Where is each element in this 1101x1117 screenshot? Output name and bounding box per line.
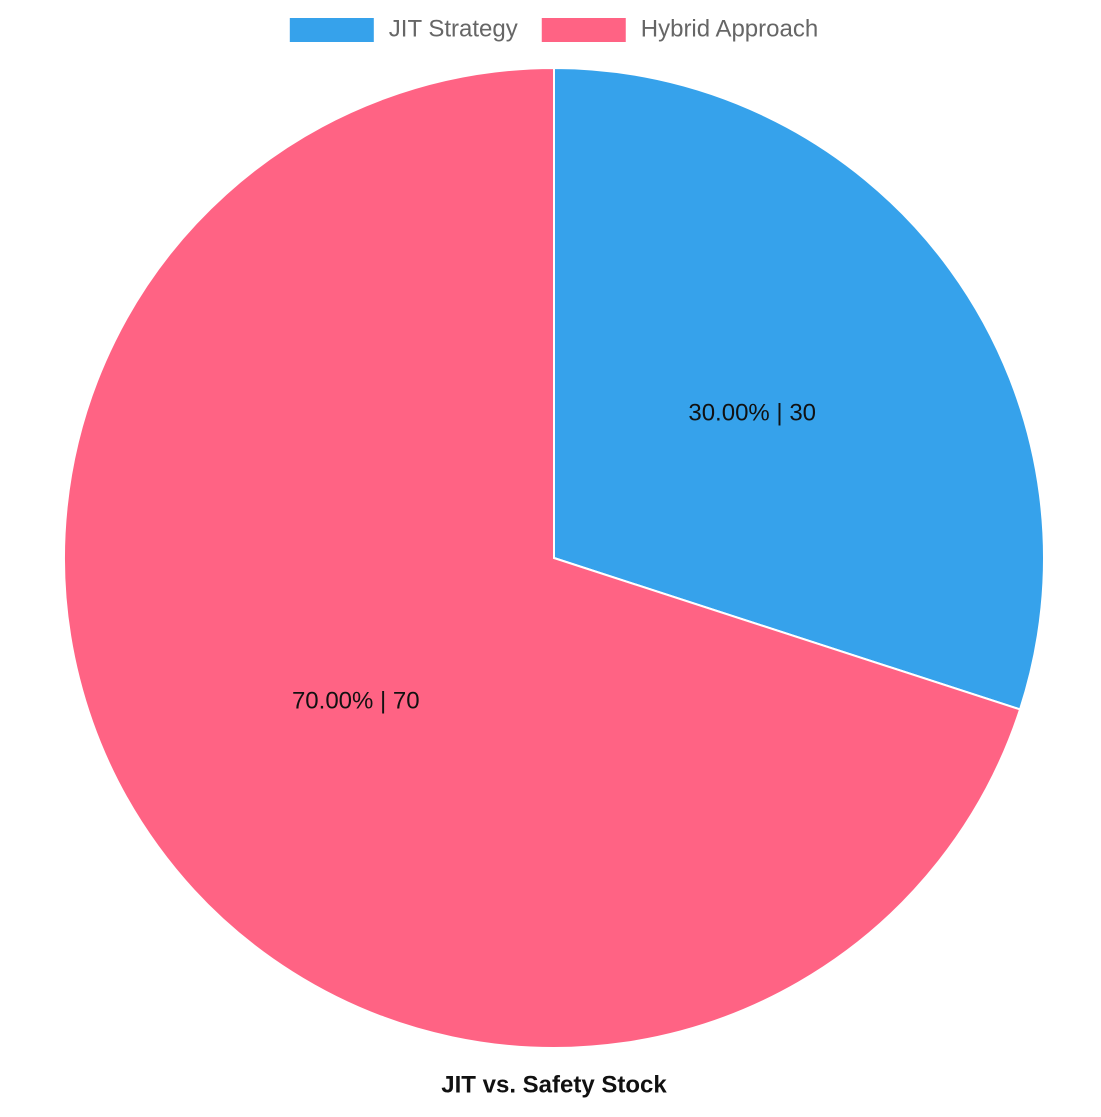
- legend-label: Hybrid Approach: [641, 15, 818, 42]
- legend-label: JIT Strategy: [389, 15, 518, 42]
- legend-swatch: [289, 18, 374, 42]
- legend: JIT Strategy Hybrid Approach: [289, 15, 818, 42]
- slice-label: 30.00% | 30: [688, 399, 816, 426]
- slices: [63, 66, 1045, 1049]
- pie-slice: [553, 66, 1045, 711]
- chart-title: JIT vs. Safety Stock: [441, 1071, 667, 1098]
- slice-labels: 30.00% | 30 70.00% | 70: [292, 399, 816, 714]
- legend-swatch: [541, 18, 626, 42]
- pie-slice: [63, 66, 1022, 1049]
- slice-label: 70.00% | 70: [292, 687, 420, 714]
